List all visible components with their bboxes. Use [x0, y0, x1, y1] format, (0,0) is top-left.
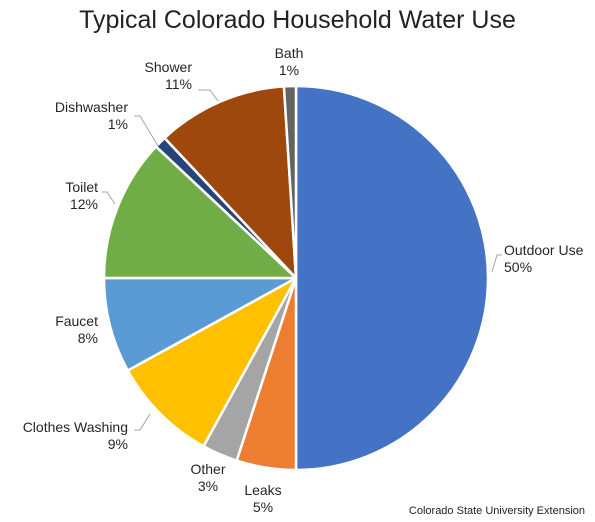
slice-label-percent: 11% [165, 76, 192, 92]
slice-label: Other 3% [190, 461, 225, 494]
slice-label: Faucet 8% [55, 313, 98, 346]
pie-slice-faucet [102, 276, 298, 372]
pie-slice-clothes-washing [126, 276, 298, 448]
leader-lines [102, 89, 502, 431]
leader-line [134, 115, 159, 147]
slice-label: Outdoor Use 50% [504, 242, 584, 275]
slice-label-percent: 3% [198, 478, 218, 494]
slice-label-name: Bath [275, 45, 304, 61]
source-note: Colorado State University Extension [408, 505, 585, 517]
slice-label-percent: 1% [279, 62, 299, 78]
leader-line [102, 191, 116, 205]
pie-slice-bath [282, 84, 298, 280]
pie-slices [102, 84, 490, 472]
slice-label-name: Toilet [65, 179, 98, 195]
slice-label-name: Faucet [55, 313, 98, 329]
slice-label-percent: 1% [108, 116, 128, 132]
slice-label: Bath 1% [275, 45, 304, 78]
slice-label-percent: 5% [253, 499, 273, 515]
slice-label-percent: 50% [504, 259, 532, 275]
pie-slice-outdoor-use [294, 84, 490, 472]
slice-label-percent: 12% [70, 196, 98, 212]
slice-label: Toilet 12% [65, 179, 98, 212]
slice-label-name: Leaks [244, 482, 281, 498]
slice-label-name: Dishwasher [55, 99, 128, 115]
leader-line [198, 89, 219, 102]
slice-label-name: Outdoor Use [504, 242, 584, 258]
slice-label-percent: 9% [108, 436, 128, 452]
slice-label: Shower 11% [145, 59, 193, 92]
pie-slice-shower [163, 85, 298, 280]
pie-slice-toilet [102, 145, 298, 280]
leader-line [491, 254, 502, 273]
slice-label-name: Shower [145, 59, 193, 75]
slice-label-name: Clothes Washing [23, 419, 128, 435]
slice-label: Dishwasher 1% [55, 99, 128, 132]
slice-label-name: Other [190, 461, 225, 477]
slice-label: Leaks 5% [244, 482, 281, 515]
chart-title: Typical Colorado Household Water Use [79, 6, 516, 34]
slice-label: Clothes Washing 9% [23, 419, 128, 452]
leader-line [134, 413, 151, 431]
slice-label-percent: 8% [78, 330, 98, 346]
slice-labels: Outdoor Use 50% Leaks 5% Other 3% Clothes Wash… [23, 45, 584, 515]
